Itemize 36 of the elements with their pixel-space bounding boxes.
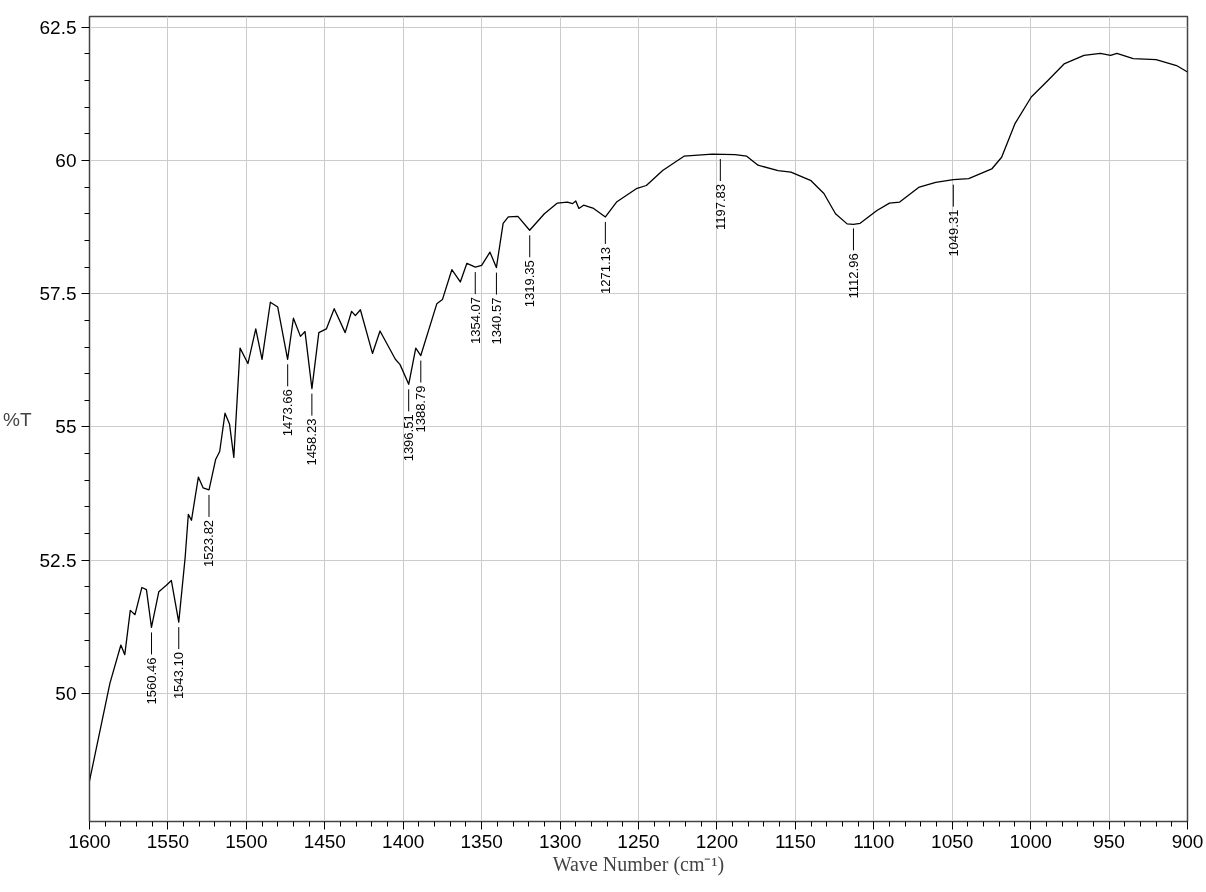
x-tick-label: 1050 xyxy=(931,830,974,852)
y-tick-label: 50 xyxy=(55,683,77,705)
y-tick-label: 60 xyxy=(55,149,77,171)
y-tick-label: 52.5 xyxy=(39,549,77,571)
annotation: 1473.66 xyxy=(280,389,296,437)
x-tick-label: 1100 xyxy=(853,830,895,852)
x-tick-label: 1550 xyxy=(146,830,190,852)
annotation: 1354.07 xyxy=(467,297,483,345)
annotation: 1560.46 xyxy=(144,657,160,705)
annotation: 1340.57 xyxy=(488,297,504,345)
annotation: 1543.10 xyxy=(171,652,187,700)
annotation: 1458.23 xyxy=(304,418,320,466)
x-tick-label: 1300 xyxy=(538,830,582,852)
annotation: 1049.31 xyxy=(945,209,961,257)
x-tick-label: 1600 xyxy=(68,830,111,852)
x-tick-label: 1200 xyxy=(695,830,739,852)
y-axis-title: %T xyxy=(3,408,32,430)
x-tick-label: 950 xyxy=(1093,830,1125,852)
annotation: 1319.35 xyxy=(522,260,538,308)
x-tick-label: 1500 xyxy=(225,830,268,852)
x-tick-label: 1350 xyxy=(460,830,503,852)
annotation: 1271.13 xyxy=(597,246,613,294)
y-tick-label: 62.5 xyxy=(39,16,77,38)
annotation: 1523.82 xyxy=(201,519,217,567)
y-tick-label: 55 xyxy=(55,416,77,438)
x-tick-label: 1000 xyxy=(1009,830,1052,852)
x-tick-label: 1150 xyxy=(774,830,816,852)
x-tick-label: 1250 xyxy=(617,830,660,852)
x-tick-label: 1400 xyxy=(382,830,425,852)
annotation: 1197.83 xyxy=(712,184,728,231)
x-axis-title: Wave Number (cm⁻¹) xyxy=(552,852,725,876)
line-series xyxy=(89,52,1188,782)
x-tick-label: 1450 xyxy=(303,830,346,852)
y-tick-label: 57.5 xyxy=(39,283,77,305)
x-tick-label: 900 xyxy=(1171,830,1204,852)
annotation: 1112.96 xyxy=(845,253,861,299)
